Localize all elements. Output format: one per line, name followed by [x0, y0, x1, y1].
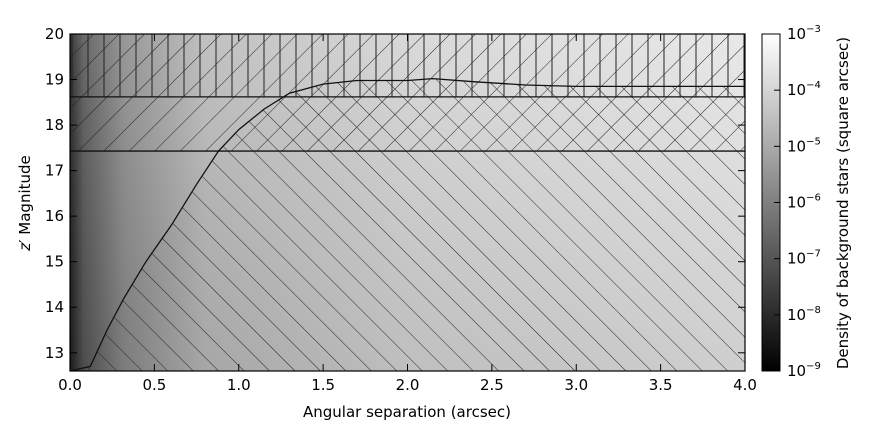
colorbar-tick-label: 10−7: [787, 249, 821, 268]
y-tick-label: 14: [45, 298, 64, 316]
colorbar-tick-label: 10−4: [787, 80, 821, 99]
y-tick-label: 17: [45, 162, 64, 180]
x-tick-label: 4.0: [733, 376, 757, 394]
colorbar-tick-label: 10−9: [787, 361, 821, 380]
x-tick-label: 3.0: [564, 376, 588, 394]
x-tick-label: 2.5: [480, 376, 504, 394]
x-tick-label: 2.0: [396, 376, 420, 394]
colorbar-tick-label: 10−6: [787, 193, 821, 212]
y-tick-label: 16: [45, 207, 64, 225]
y-tick-label: 13: [45, 344, 64, 362]
colorbar-tick-label: 10−3: [787, 24, 821, 43]
x-tick-label: 0.5: [142, 376, 166, 394]
x-tick-label: 1.0: [227, 376, 251, 394]
y-tick-label: 20: [45, 25, 64, 43]
hatch-region-back-diagonal: [70, 78, 745, 371]
x-tick-label: 0.0: [58, 376, 82, 394]
x-axis: 0.0 0.5 1.0 1.5 2.0 2.5 3.0 3.5 4.0: [58, 34, 757, 394]
detection-curve: [70, 77, 745, 371]
x-tick-label: 3.5: [649, 376, 673, 394]
colorbar-ticks: 10−9 10−8 10−7 10−6 10−5 10−4 10−3: [774, 24, 821, 380]
y-axis: 13 14 15 16 17 18 19 20: [45, 25, 745, 362]
y-axis-label: z′ Magnitude: [16, 155, 34, 252]
colorbar-label: Density of background stars (square arcs…: [834, 37, 852, 369]
x-axis-label: Angular separation (arcsec): [303, 403, 511, 421]
colorbar-tick-label: 10−8: [787, 305, 821, 324]
colorbar-tick-label: 10−5: [787, 136, 821, 155]
x-tick-label: 1.5: [311, 376, 335, 394]
y-tick-label: 15: [45, 253, 64, 271]
y-tick-label: 19: [45, 71, 64, 89]
y-tick-label: 18: [45, 116, 64, 134]
